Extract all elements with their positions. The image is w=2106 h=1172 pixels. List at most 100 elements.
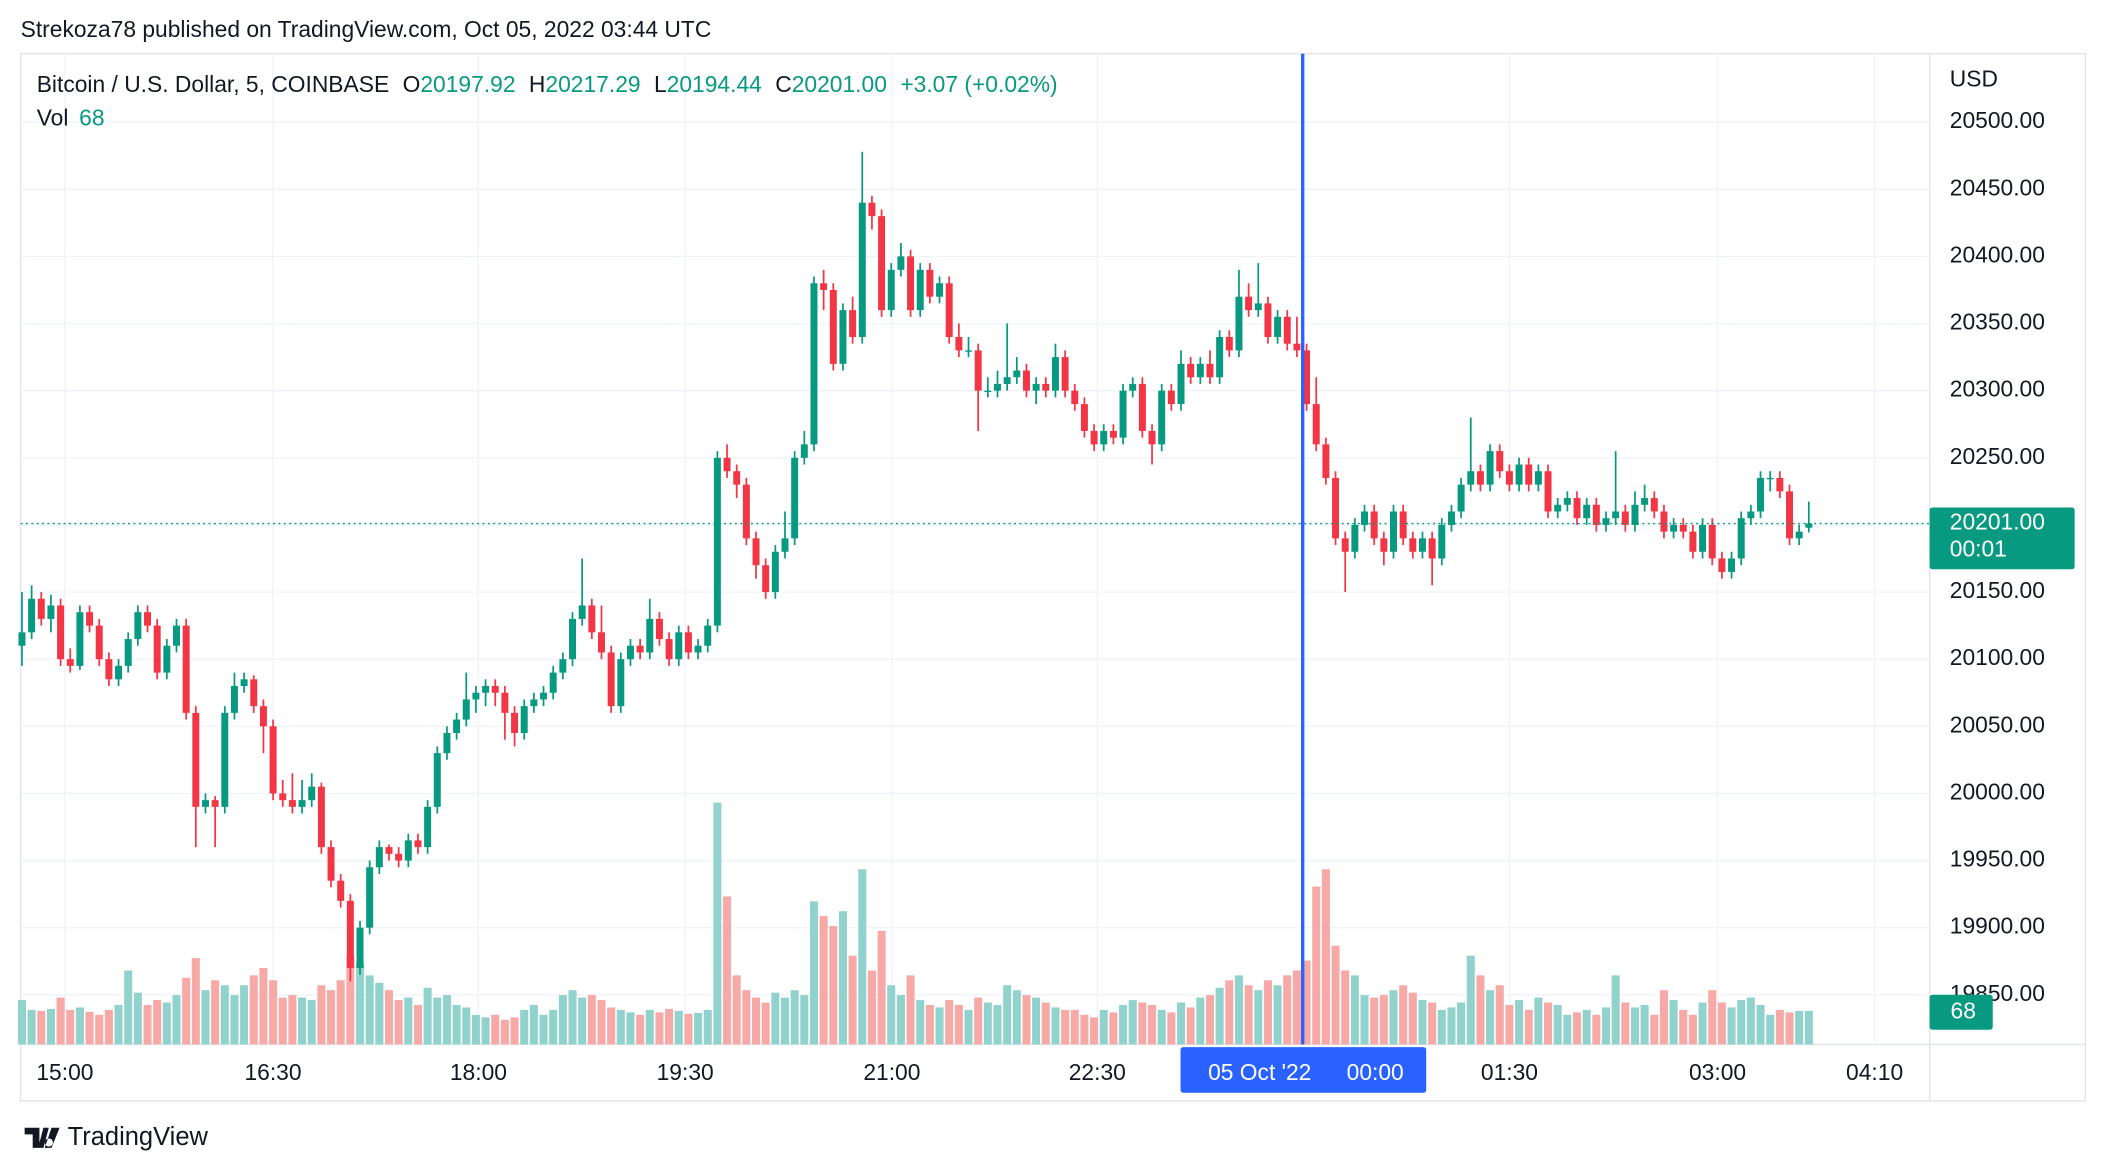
volume-bar [838,911,847,1045]
candle-body [820,283,828,290]
volume-bar [626,1012,635,1045]
candle-body [28,598,36,633]
candle-body [86,612,94,626]
volume-bar [1457,1002,1466,1045]
volume-bar [1205,995,1215,1045]
volume-bar [1418,1000,1427,1045]
volume-bar [1746,997,1755,1045]
candle-body [655,618,663,640]
volume-bar [1302,960,1311,1045]
volume-bar [423,987,432,1045]
price-axis-unit: USD [1950,66,1998,92]
volume-bar [761,1002,770,1045]
volume-bar [1051,1007,1060,1045]
candle-body [1534,471,1542,485]
candle-body [124,639,132,666]
candle-body [182,625,190,713]
volume-bar [578,997,587,1045]
candle-body [569,618,576,660]
x-tick-label: 21:00 [863,1059,920,1085]
candle-body [791,457,799,539]
x-tick-label: 18:00 [450,1059,507,1085]
candle-body [1080,404,1088,431]
countdown: 00:01 [1950,535,2007,561]
candle-body [1438,524,1446,559]
candle-body [482,686,490,693]
candle-body [665,639,673,660]
candle-body [1225,336,1233,351]
candle-body [308,786,316,801]
volume-bar [1669,1000,1678,1045]
candle-body [1554,504,1562,512]
y-tick-label: 20450.00 [1950,174,2045,200]
candle-body [443,733,451,754]
candle-body [1293,343,1301,351]
candle-body [1390,511,1397,552]
x-tick-label: 16:30 [244,1059,301,1085]
volume-bar [1041,1002,1050,1045]
volume-bar [1428,1002,1437,1045]
volume-bar [1003,985,1012,1045]
volume-bar [1640,1004,1649,1045]
candle-body [1129,383,1137,391]
candle-body [66,659,74,666]
ohlc-value: 20194.44 [667,71,762,97]
volume-bar [993,1004,1002,1045]
candle-body [1418,538,1426,552]
volume-bar [1650,1014,1659,1045]
volume-bar [211,980,220,1045]
candle-body [1235,296,1243,351]
candle-body [1641,498,1649,505]
volume-bar [240,985,249,1045]
candle-body [1177,363,1185,405]
candle-body [375,847,383,868]
legend-line: Bitcoin / U.S. Dollar, 5, COINBASE O20197… [37,71,1058,97]
volume-bar [539,1014,548,1045]
candle-body [1747,511,1755,519]
crosshair-time-box [1180,1047,1427,1093]
volume-bar [1138,1002,1147,1045]
volume-bar [1215,987,1224,1045]
candle-body [858,202,866,337]
volume-bar [1737,1000,1746,1045]
candle-body [259,706,267,727]
volume-bar [1321,869,1330,1045]
volume-bar [143,1004,152,1045]
volume-value: 68 [79,105,104,131]
x-tick-label: 01:30 [1481,1059,1538,1085]
volume-bar [1679,1009,1688,1045]
candle-body [1254,303,1262,311]
candle-body [1766,477,1774,480]
candle-body [1003,377,1011,384]
candle-body [713,457,721,626]
volume-bar [1534,997,1543,1045]
volume-bar [713,802,722,1045]
ohlc-value: 20197.92 [420,71,515,97]
volume-bar [249,975,258,1045]
y-tick-label: 20300.00 [1950,376,2045,402]
volume-bar [1408,992,1417,1045]
candle-body [356,927,364,968]
candle-body [1022,370,1030,391]
candle-body [1525,464,1533,485]
candle-body [907,256,915,311]
candle-body [1196,363,1204,378]
volume-bar [298,997,307,1045]
volume-bar [665,1008,674,1045]
footer-logo: TradingView [24,1123,209,1151]
candle-body [163,645,171,673]
candle-body [395,853,403,861]
volume-bar [867,970,876,1045]
volume-bar [220,985,229,1045]
candle-body [1612,511,1620,519]
volume-bar [1389,990,1398,1045]
volume-bar [925,1004,934,1045]
candle-body [298,800,306,807]
x-tick-label: 03:00 [1689,1059,1746,1085]
candle-body [414,840,422,848]
volume-bar [723,896,732,1045]
candle-body [1167,390,1175,405]
volume-bar [1524,1009,1533,1045]
volume-bar [288,995,297,1045]
volume-bar [1515,1000,1524,1045]
